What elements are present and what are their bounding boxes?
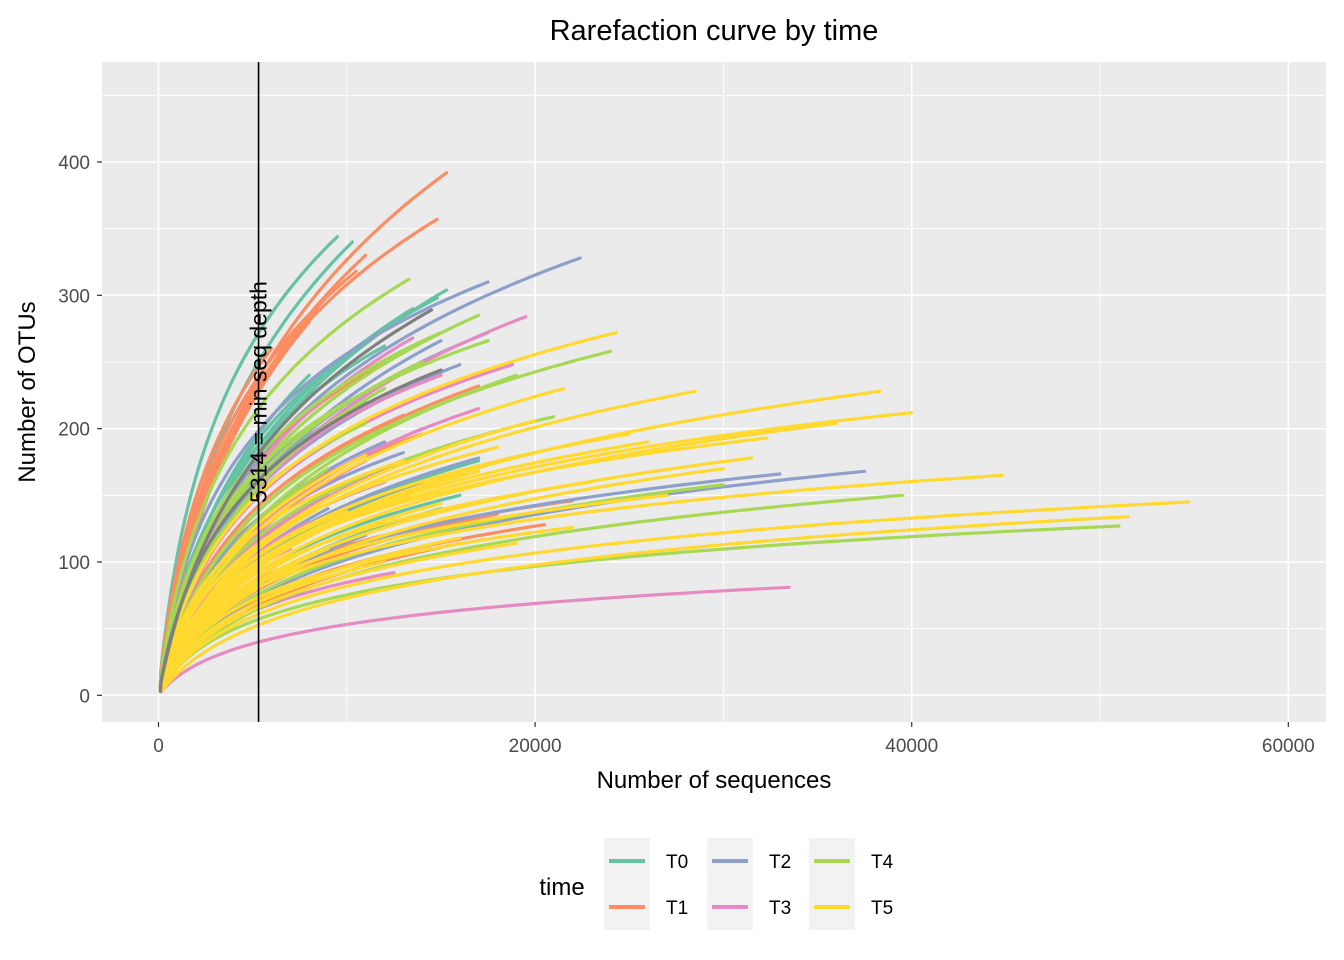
min-depth-line-group: 5314 = min seq depth [246, 62, 272, 722]
y-tick-label: 300 [58, 286, 90, 307]
y-tick-label: 200 [58, 420, 90, 441]
series-curve-t5 [158, 459, 405, 693]
plot-panel [102, 62, 1326, 722]
min-depth-label: 5314 = min seq depth [246, 281, 272, 503]
x-tick-label: 20000 [509, 736, 562, 757]
legend: time T0 T1 T2 T3 T4 T5 [539, 838, 894, 930]
legend-label-t2: T2 [769, 852, 791, 873]
series-curve-t5 [158, 445, 499, 693]
y-axis-title: Number of OTUs [14, 301, 41, 482]
legend-label-t5: T5 [871, 898, 893, 919]
y-tick-label: 100 [58, 553, 90, 574]
series-curve-t5 [158, 453, 368, 693]
y-axis-ticks: 0 100 200 300 400 [58, 153, 102, 707]
series-curve-t5 [158, 440, 650, 693]
x-tick-label: 40000 [885, 736, 938, 757]
legend-label-t4: T4 [871, 852, 894, 873]
x-axis-title: Number of sequences [597, 767, 832, 794]
y-tick-label: 400 [58, 153, 90, 174]
series-curve-t1 [158, 347, 274, 693]
series-curve-t5 [158, 467, 726, 693]
legend-label-t3: T3 [769, 898, 791, 919]
series-curve-unlabeled [158, 368, 443, 693]
legend-title: time [539, 874, 584, 901]
chart-title: Rarefaction curve by time [550, 15, 879, 47]
legend-label-t0: T0 [666, 852, 688, 873]
legend-label-t1: T1 [666, 898, 688, 919]
series-curve-t4 [158, 277, 411, 693]
series-curve-t5 [158, 515, 1130, 693]
series-curve-t0 [158, 235, 339, 693]
series-curve-t5 [158, 500, 1191, 693]
series-curve-t3 [158, 585, 791, 694]
series-curve-t5 [158, 331, 618, 693]
x-tick-label: 0 [153, 736, 164, 757]
x-tick-label: 60000 [1262, 736, 1315, 757]
y-tick-label: 0 [79, 686, 90, 707]
x-axis-ticks: 0 20000 40000 60000 [153, 722, 1315, 757]
